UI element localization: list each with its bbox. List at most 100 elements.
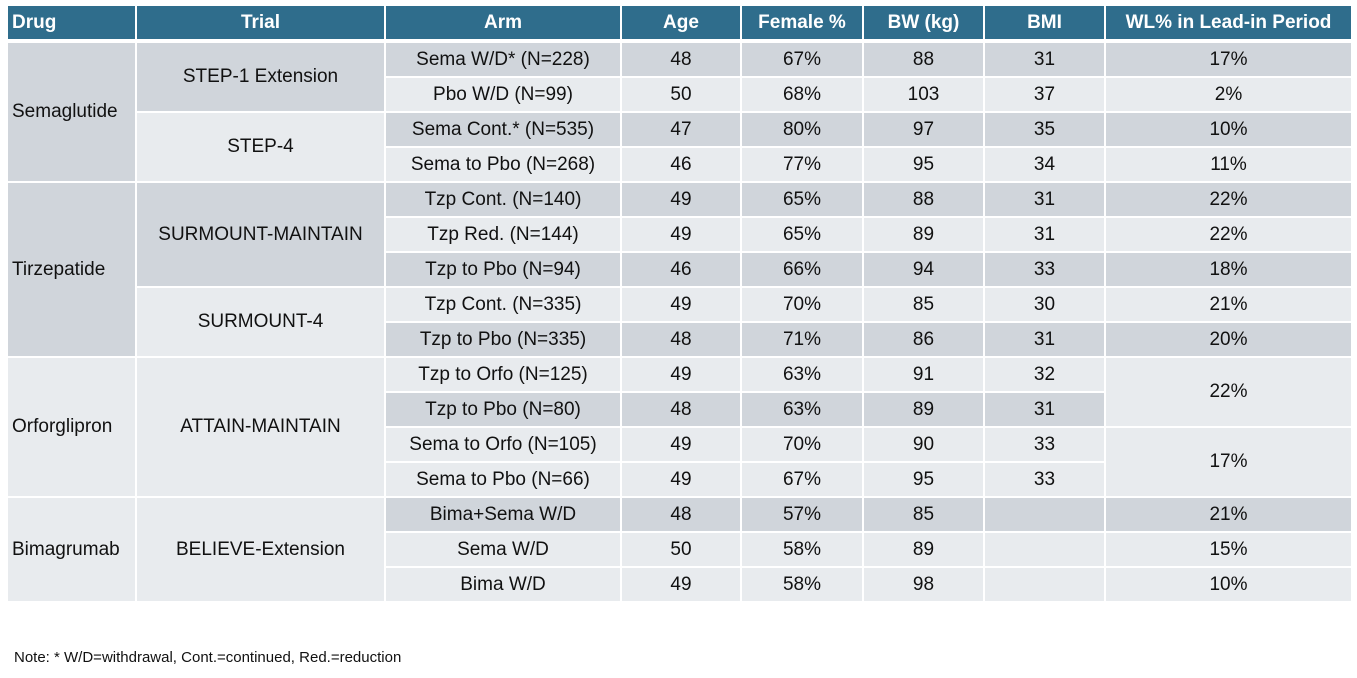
column-header: BW (kg) xyxy=(862,4,985,43)
arm-cell: Pbo W/D (N=99) xyxy=(384,76,622,113)
bw-cell: 85 xyxy=(862,496,985,533)
arm-cell: Sema to Pbo (N=66) xyxy=(384,461,622,498)
table-row: Bima W/D 49 58% 98 10% xyxy=(7,566,1353,603)
arm-cell: Tzp Cont. (N=140) xyxy=(384,181,622,218)
bmi-cell: 31 xyxy=(983,391,1106,428)
bmi-cell: 32 xyxy=(983,356,1106,393)
age-cell: 49 xyxy=(620,181,742,218)
arm-cell: Tzp to Pbo (N=80) xyxy=(384,391,622,428)
drug-cell: Tirzepatide xyxy=(6,181,137,358)
bmi-cell: 30 xyxy=(983,286,1106,323)
bmi-cell xyxy=(983,566,1106,603)
bmi-cell xyxy=(983,531,1106,568)
drug-cell: Orforglipron xyxy=(6,356,137,498)
bmi-cell: 35 xyxy=(983,111,1106,148)
bmi-cell: 34 xyxy=(983,146,1106,183)
wl-cell: 21% xyxy=(1104,496,1353,533)
bw-cell: 89 xyxy=(862,391,985,428)
age-cell: 48 xyxy=(620,496,742,533)
wl-cell: 22% xyxy=(1104,356,1353,428)
bmi-cell: 31 xyxy=(983,181,1106,218)
table-row: Orforglipron ATTAIN-MAINTAIN Tzp to Orfo (… xyxy=(6,356,1353,498)
age-cell: 49 xyxy=(620,216,742,253)
table-row: Tzp to Pbo (N=94) 46 66% 94 33 18% xyxy=(7,251,1353,288)
age-cell: 50 xyxy=(620,76,742,113)
bw-cell: 91 xyxy=(862,356,985,393)
trial-cell: STEP-1 Extension xyxy=(135,40,386,113)
age-cell: 50 xyxy=(620,531,742,568)
arm-cell: Sema to Pbo (N=268) xyxy=(384,146,622,183)
column-header: Drug xyxy=(6,4,137,43)
table-row: Sema to Orfo (N=105) 49 70% 90 33 17% xyxy=(7,426,1353,498)
wl-cell: 15% xyxy=(1104,531,1353,568)
female-cell: 63% xyxy=(740,356,864,393)
bmi-cell: 31 xyxy=(983,216,1106,253)
age-cell: 49 xyxy=(620,566,742,603)
bmi-cell xyxy=(983,496,1106,533)
bw-cell: 94 xyxy=(862,251,985,288)
table-row: Semaglutide STEP-1 Extension Sema W/D* (N=… xyxy=(6,40,1353,183)
bw-cell: 95 xyxy=(862,146,985,183)
bmi-cell: 33 xyxy=(983,426,1106,463)
female-cell: 70% xyxy=(740,426,864,463)
female-cell: 67% xyxy=(740,461,864,498)
wl-cell: 22% xyxy=(1104,216,1353,253)
age-cell: 46 xyxy=(620,146,742,183)
age-cell: 49 xyxy=(620,356,742,393)
female-cell: 65% xyxy=(740,216,864,253)
age-cell: 46 xyxy=(620,251,742,288)
column-header: BMI xyxy=(983,4,1106,43)
wl-cell: 10% xyxy=(1104,566,1353,603)
female-cell: 57% xyxy=(740,496,864,533)
trial-cell: SURMOUNT-4 xyxy=(135,286,386,358)
bw-cell: 85 xyxy=(862,286,985,323)
arm-cell: Bima W/D xyxy=(384,566,622,603)
note: Note: * W/D=withdrawal, Cont.=continued,… xyxy=(14,649,402,666)
table-row: Sema to Pbo (N=66) 49 67% 95 33 xyxy=(7,461,1352,498)
table-row: STEP-4 Sema Cont.* (N=535) 47 80% 97 35 10% xyxy=(7,111,1353,183)
bw-cell: 95 xyxy=(862,461,985,498)
drug-cell: Bimagrumab xyxy=(6,496,137,603)
bmi-cell: 33 xyxy=(983,251,1106,288)
column-header: Female % xyxy=(740,4,864,43)
arm-cell: Tzp Red. (N=144) xyxy=(384,216,622,253)
arm-cell: Tzp to Orfo (N=125) xyxy=(384,356,622,393)
wl-cell: 17% xyxy=(1104,426,1353,498)
female-cell: 68% xyxy=(740,76,864,113)
arm-cell: Bima+Sema W/D xyxy=(384,496,622,533)
data-table: Drug Trial Arm Age Female % BW (kg) BMI WL% in … xyxy=(6,4,1353,603)
trial-cell: STEP-4 xyxy=(135,111,386,183)
trial-cell: BELIEVE-Extension xyxy=(135,496,386,603)
table-row: Bimagrumab BELIEVE-Extension Bima+Sema W/D… xyxy=(6,496,1353,603)
bw-cell: 103 xyxy=(862,76,985,113)
female-cell: 58% xyxy=(740,531,864,568)
age-cell: 49 xyxy=(620,286,742,323)
trial-cell: SURMOUNT-MAINTAIN xyxy=(135,181,386,288)
table-body: Semaglutide STEP-1 Extension Sema W/D* (N=… xyxy=(6,40,1353,603)
bw-cell: 98 xyxy=(862,566,985,603)
bw-cell: 97 xyxy=(862,111,985,148)
bw-cell: 89 xyxy=(862,531,985,568)
column-header: Trial xyxy=(135,4,386,43)
table-row: Tirzepatide SURMOUNT-MAINTAIN Tzp Cont. (N… xyxy=(6,181,1353,358)
arm-cell: Sema Cont.* (N=535) xyxy=(384,111,622,148)
female-cell: 80% xyxy=(740,111,864,148)
female-cell: 58% xyxy=(740,566,864,603)
column-header: Arm xyxy=(384,4,622,43)
arm-cell: Tzp to Pbo (N=94) xyxy=(384,251,622,288)
table-row: Sema W/D 50 58% 89 15% xyxy=(7,531,1353,568)
female-cell: 66% xyxy=(740,251,864,288)
female-cell: 77% xyxy=(740,146,864,183)
drug-cell: Semaglutide xyxy=(6,40,137,183)
table-row: Sema to Pbo (N=268) 46 77% 95 34 11% xyxy=(7,146,1353,183)
arm-cell: Tzp to Pbo (N=335) xyxy=(384,321,622,358)
age-cell: 48 xyxy=(620,321,742,358)
arm-cell: Sema W/D* (N=228) xyxy=(384,40,622,78)
age-cell: 48 xyxy=(620,391,742,428)
header-row: Drug Trial Arm Age Female % BW (kg) BMI WL% in … xyxy=(6,4,1353,43)
age-cell: 49 xyxy=(620,461,742,498)
wl-cell: 18% xyxy=(1104,251,1353,288)
table-row: Tzp to Pbo (N=335) 48 71% 86 31 20% xyxy=(7,321,1353,358)
female-cell: 70% xyxy=(740,286,864,323)
